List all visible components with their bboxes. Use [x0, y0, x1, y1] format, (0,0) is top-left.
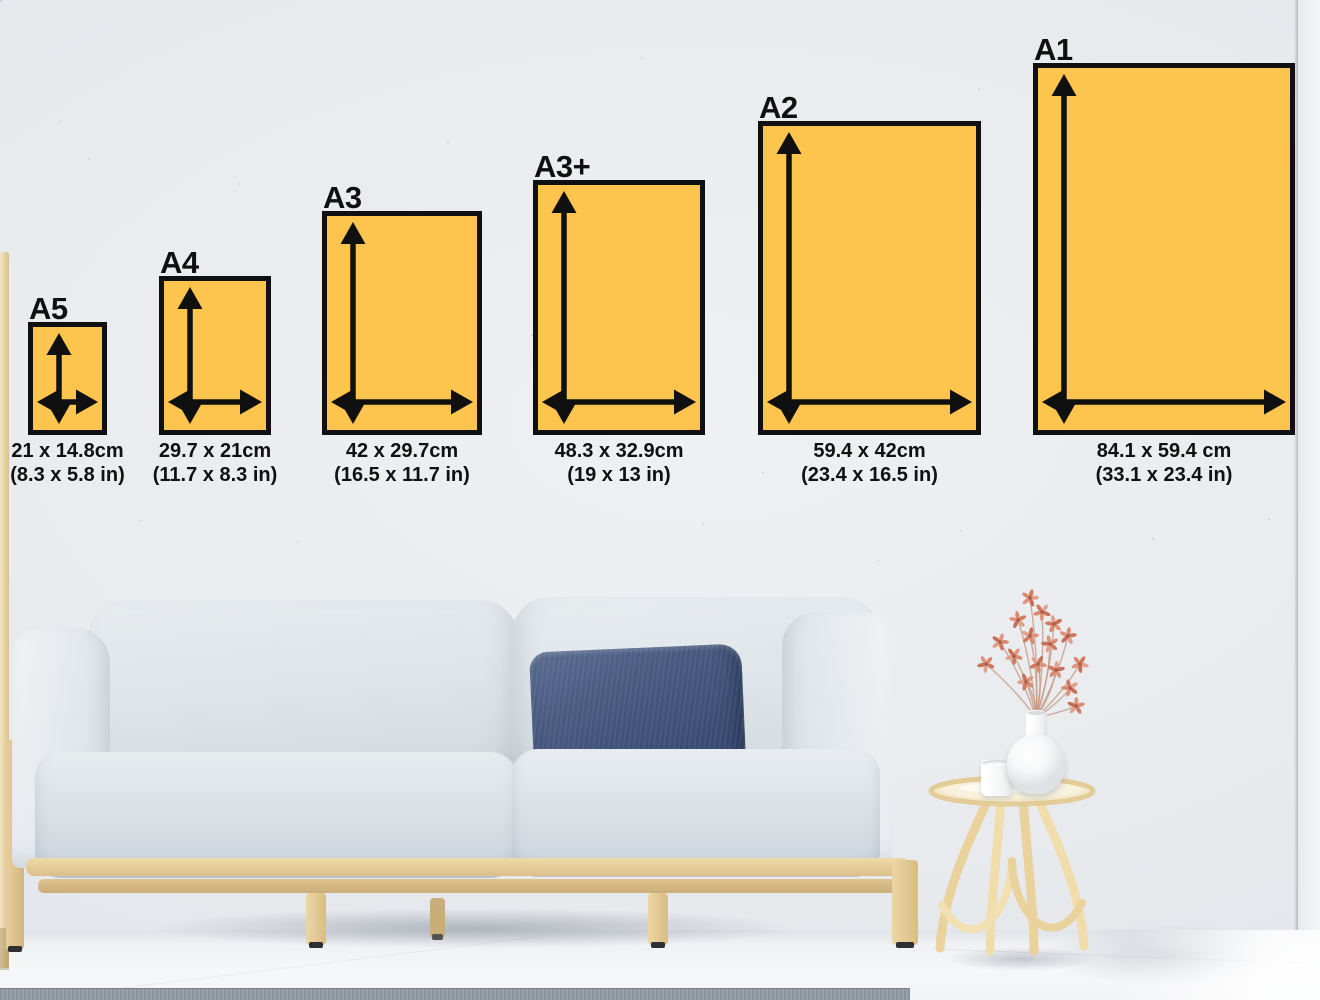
size-card-a5: A5 21 x 14.8cm (8.3 x 5.8 in) [10, 293, 125, 486]
size-inches: (19 x 13 in) [567, 464, 671, 486]
sofa-leg [892, 860, 918, 945]
wall-texture-specks [0, 0, 2, 2]
dimension-arrows-icon [1042, 74, 1286, 424]
size-label: A4 [160, 245, 199, 280]
size-inches: (33.1 x 23.4 in) [1095, 464, 1233, 486]
sofa-frame-rail [38, 879, 898, 893]
sofa-leg [306, 893, 326, 945]
size-caption: 48.3 x 32.9cm (19 x 13 in) [489, 439, 749, 487]
size-label: A3 [323, 180, 362, 215]
size-caption: 42 x 29.7cm (16.5 x 11.7 in) [272, 439, 532, 487]
size-cm: 21 x 14.8cm [11, 440, 124, 462]
size-card-a3: A3 42 x 29.7cm (16.5 x 11.7 in) [322, 182, 482, 486]
size-inches: (8.3 x 5.8 in) [10, 464, 125, 486]
size-inches: (23.4 x 16.5 in) [801, 464, 938, 486]
sofa-foot [896, 942, 914, 948]
size-card-a4: A4 29.7 x 21cm (11.7 x 8.3 in) [153, 247, 278, 486]
sofa-foot [432, 934, 443, 940]
sofa-seat-cushion [35, 752, 517, 878]
size-cm: 48.3 x 32.9cm [554, 440, 684, 462]
size-label: A3+ [534, 149, 591, 184]
size-caption: 84.1 x 59.4 cm (33.1 x 23.4 in) [1034, 439, 1294, 487]
size-inches: (11.7 x 8.3 in) [152, 464, 278, 486]
size-card-a2: A2 59.4 x 42cm (23.4 x 16.5 in) [758, 92, 981, 486]
dimension-arrows-icon [542, 191, 696, 424]
size-label: A5 [29, 291, 68, 326]
rug [0, 988, 910, 1000]
size-caption: 29.7 x 21cm (11.7 x 8.3 in) [85, 439, 345, 487]
sofa-foot [651, 942, 665, 948]
sofa-seat-cushion [512, 749, 880, 877]
size-label: A1 [1034, 32, 1073, 67]
wall-corner [1294, 0, 1298, 934]
dimension-arrows-icon [168, 287, 262, 424]
size-cm: 29.7 x 21cm [158, 440, 272, 462]
wood-pole-shadow [0, 928, 9, 970]
size-card-a1: A1 84.1 x 59.4 cm (33.1 x 23.4 in) [1033, 34, 1295, 486]
sofa-leg [430, 898, 445, 938]
dimension-arrows-icon [37, 333, 98, 424]
size-cm: 59.4 x 42cm [813, 440, 926, 462]
sofa-leg [648, 893, 668, 945]
vase [1007, 734, 1065, 794]
size-card-a3plus: A3+ 48.3 x 32.9cm (19 x 13 in) [533, 151, 705, 486]
dried-flowers [977, 589, 1089, 719]
size-caption: 59.4 x 42cm (23.4 x 16.5 in) [740, 439, 1000, 487]
floor-light-streak [1080, 930, 1320, 1000]
wood-pole [0, 252, 9, 968]
size-cm: 84.1 x 59.4 cm [1096, 440, 1232, 462]
sofa-foot [8, 946, 22, 952]
size-cm: 42 x 29.7cm [345, 440, 459, 462]
dimension-arrows-icon [767, 132, 972, 424]
wall-right-panel [1298, 0, 1320, 934]
side-table [928, 775, 1096, 956]
dimension-arrows-icon [331, 222, 473, 424]
size-label: A2 [759, 90, 798, 125]
sofa-foot [309, 942, 323, 948]
size-caption: 21 x 14.8cm (8.3 x 5.8 in) [0, 439, 198, 487]
sofa-frame-rail [26, 858, 910, 876]
size-inches: (16.5 x 11.7 in) [334, 464, 470, 486]
